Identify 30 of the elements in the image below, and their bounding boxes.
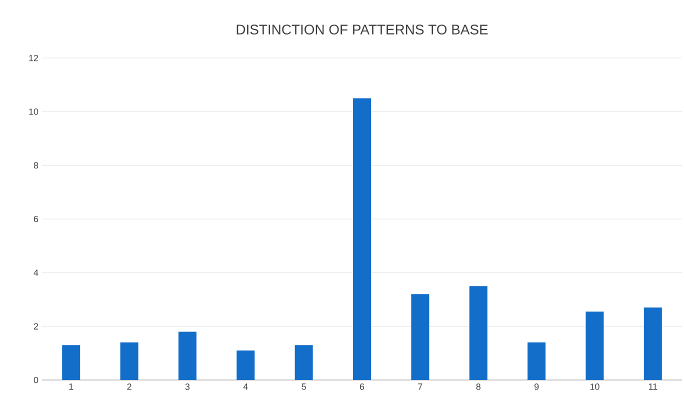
y-tick-label: 12: [29, 54, 38, 62]
bar: [586, 312, 604, 380]
y-tick-label: 10: [29, 108, 38, 115]
bar: [644, 308, 662, 380]
y-tick-label: 4: [34, 270, 38, 276]
x-tick-label: 10: [590, 384, 600, 390]
x-tick-label: 5: [302, 384, 306, 390]
y-tick-label: 8: [34, 162, 38, 169]
bar: [294, 345, 313, 380]
x-tick-label: 7: [418, 384, 422, 390]
x-tick-label: 11: [648, 384, 658, 390]
bar: [353, 98, 372, 380]
bar: [411, 294, 430, 380]
bar: [469, 286, 488, 380]
bar: [120, 342, 138, 380]
bar: [62, 345, 80, 380]
x-tick-label: 8: [476, 384, 480, 390]
bar: [528, 342, 546, 380]
y-tick-label: 2: [34, 323, 38, 330]
bar: [178, 332, 196, 380]
x-tick-label: 6: [360, 384, 364, 390]
bar: [236, 350, 255, 380]
y-tick-label: 0: [34, 376, 38, 384]
chart-title: DISTINCTION OF PATTERNS TO BASE: [236, 24, 488, 35]
x-tick-label: 9: [534, 384, 539, 390]
x-tick-label: 3: [185, 384, 190, 390]
x-tick-label: 4: [243, 384, 248, 390]
y-tick-label: 6: [34, 216, 38, 222]
x-tick-label: 1: [69, 384, 74, 390]
x-tick-label: 2: [127, 384, 132, 390]
